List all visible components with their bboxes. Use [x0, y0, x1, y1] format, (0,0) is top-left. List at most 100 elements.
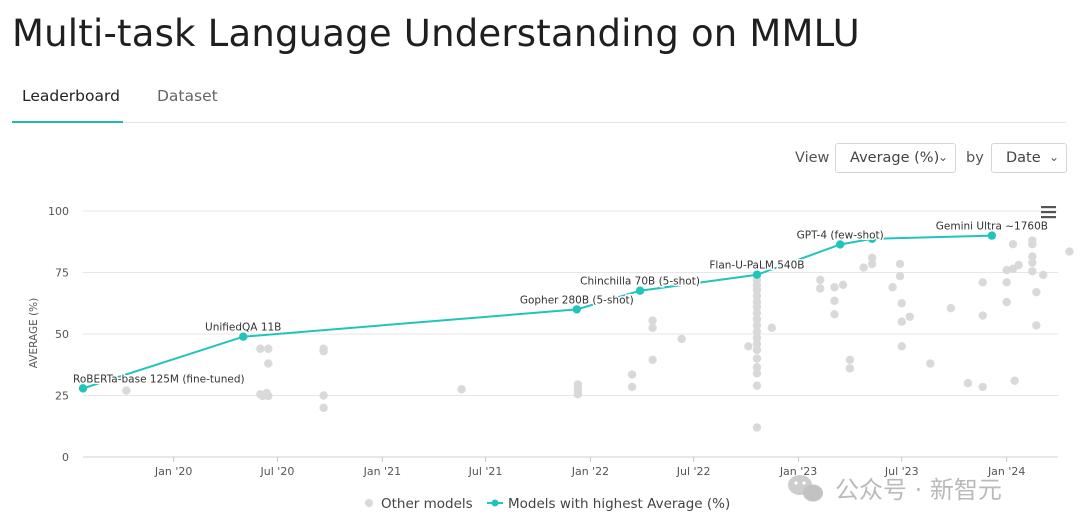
sota-point[interactable] [752, 270, 762, 279]
other-model-point[interactable] [648, 323, 657, 333]
other-model-point[interactable] [946, 303, 956, 313]
legend-item-other-models[interactable]: Other models [365, 496, 473, 512]
y-axis-title: AVERAGE (%) [28, 298, 40, 368]
other-model-point[interactable] [816, 284, 825, 293]
other-model-point[interactable] [888, 283, 897, 292]
other-model-point[interactable] [752, 339, 762, 349]
other-model-point[interactable] [963, 379, 973, 388]
other-model-point[interactable] [319, 403, 328, 412]
sota-point[interactable] [635, 286, 645, 295]
view-label: View [795, 150, 830, 166]
other-model-point[interactable] [838, 280, 848, 289]
other-model-point[interactable] [1002, 278, 1011, 287]
other-model-point[interactable] [978, 382, 987, 392]
group-by-select[interactable]: Date ⌄ [991, 143, 1067, 173]
other-model-point[interactable] [1028, 240, 1037, 249]
other-model-point[interactable] [264, 344, 273, 353]
export-menu-button[interactable] [1036, 202, 1060, 224]
other-model-point[interactable] [845, 355, 855, 365]
sota-point[interactable] [835, 240, 845, 249]
other-model-point[interactable] [905, 312, 914, 321]
other-model-point[interactable] [573, 390, 583, 399]
other-model-point[interactable] [830, 296, 839, 305]
other-model-point[interactable] [752, 381, 762, 390]
other-model-point[interactable] [1008, 240, 1018, 249]
other-model-point[interactable] [816, 275, 825, 285]
y-tick-label: 100 [48, 205, 69, 218]
y-tick-label: 75 [55, 267, 69, 280]
other-model-point[interactable] [648, 316, 657, 325]
other-model-point[interactable] [122, 386, 131, 395]
other-model-point[interactable] [978, 311, 987, 320]
other-model-point[interactable] [319, 391, 328, 400]
other-model-point[interactable] [1028, 252, 1037, 261]
other-model-point[interactable] [1014, 260, 1023, 270]
other-model-point[interactable] [1028, 267, 1037, 276]
sota-point-label: UnifiedQA 11B [205, 322, 281, 334]
other-model-point[interactable] [767, 323, 776, 333]
other-model-point[interactable] [752, 315, 762, 324]
other-model-point[interactable] [897, 299, 906, 308]
other-model-point[interactable] [1032, 287, 1041, 297]
other-model-point[interactable] [752, 302, 762, 312]
other-model-point[interactable] [1002, 265, 1011, 275]
tab-leaderboard[interactable]: Leaderboard [22, 87, 120, 105]
other-model-point[interactable] [1065, 247, 1074, 256]
sota-point[interactable] [572, 305, 581, 314]
other-model-point[interactable] [1010, 376, 1019, 385]
metric-select[interactable]: Average (%) ⌄ [835, 143, 956, 173]
page-title: Multi-task Language Understanding on MML… [12, 12, 860, 55]
other-model-point[interactable] [677, 334, 686, 344]
other-model-point[interactable] [752, 423, 762, 432]
tab-dataset[interactable]: Dataset [157, 87, 218, 105]
other-model-point[interactable] [845, 364, 855, 373]
sota-point-label: Chinchilla 70B (5-shot) [580, 276, 700, 288]
other-model-point[interactable] [752, 333, 762, 342]
other-model-point[interactable] [895, 271, 905, 281]
watermark: 公众号 · 新智元 [788, 475, 1002, 504]
other-model-point[interactable] [752, 285, 762, 294]
x-tick-label: Jul '20 [260, 465, 295, 478]
tab-bar: Leaderboard Dataset [12, 80, 1066, 123]
sota-point[interactable] [239, 332, 248, 341]
other-model-point[interactable] [752, 363, 762, 372]
other-model-point[interactable] [752, 321, 762, 330]
other-model-point[interactable] [264, 391, 273, 401]
other-model-point[interactable] [752, 291, 762, 301]
other-model-point[interactable] [627, 370, 637, 379]
legend-marker-other [365, 499, 373, 507]
other-model-point[interactable] [752, 369, 762, 378]
other-model-point[interactable] [264, 359, 273, 368]
sota-point-label: GPT-4 (few-shot) [797, 229, 884, 241]
other-model-point[interactable] [1028, 258, 1037, 267]
other-model-point[interactable] [1032, 321, 1041, 330]
other-model-point[interactable] [256, 344, 265, 353]
other-model-point[interactable] [457, 385, 466, 394]
other-model-point[interactable] [926, 359, 935, 368]
sota-point[interactable] [78, 384, 88, 393]
sota-point[interactable] [987, 231, 997, 240]
other-model-point[interactable] [830, 310, 839, 319]
other-model-point[interactable] [830, 283, 839, 292]
other-model-point[interactable] [648, 355, 657, 365]
other-model-point[interactable] [752, 327, 762, 336]
other-model-point[interactable] [867, 259, 877, 269]
other-model-point[interactable] [744, 342, 753, 351]
other-model-point[interactable] [867, 253, 877, 262]
other-model-point[interactable] [1002, 297, 1011, 307]
other-model-point[interactable] [895, 259, 905, 269]
other-model-point[interactable] [752, 308, 762, 318]
other-model-point[interactable] [859, 263, 868, 272]
sota-point[interactable] [867, 234, 877, 243]
x-tick-label: Jul '23 [884, 465, 919, 478]
other-model-point[interactable] [627, 382, 637, 392]
other-model-point[interactable] [1038, 270, 1048, 280]
other-model-point[interactable] [978, 278, 987, 287]
other-model-point[interactable] [319, 347, 328, 356]
legend-item-sota-models[interactable]: Models with highest Average (%) [487, 496, 730, 512]
other-model-point[interactable] [752, 354, 762, 363]
other-model-point[interactable] [897, 342, 906, 351]
other-model-point[interactable] [897, 317, 906, 326]
other-model-point[interactable] [752, 345, 762, 355]
